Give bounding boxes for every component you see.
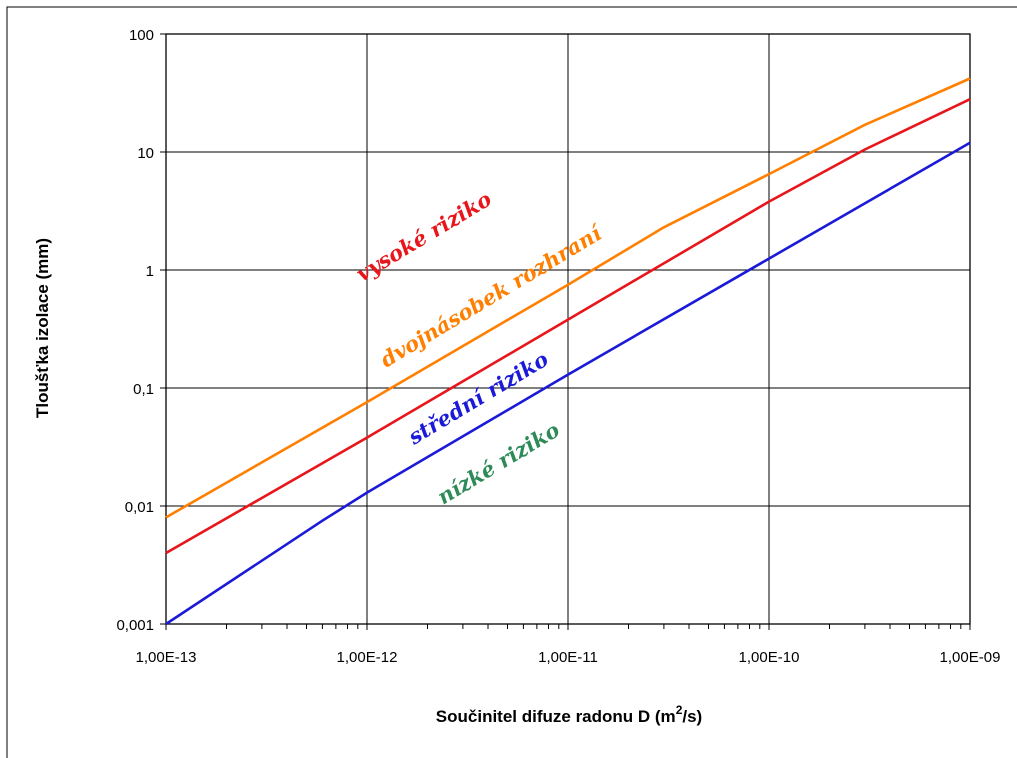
y-tick-label: 0,01 <box>125 499 154 516</box>
x-tick-label: 1,00E-09 <box>940 649 1001 666</box>
y-axis-ticks: 0,001 0,01 0,1 1 10 100 <box>116 27 166 634</box>
y-tick-label: 1 <box>146 263 154 280</box>
x-axis-title: Součinitel difuze radonu D (m2/s) <box>436 703 702 726</box>
series-lines <box>165 77 971 626</box>
x-axis-ticks: 1,00E-13 1,00E-12 1,00E-11 1,00E-10 1,00E-09 <box>136 624 1001 666</box>
series-line-0 <box>165 77 971 519</box>
y-tick-label: 0,1 <box>133 381 154 398</box>
x-tick-label: 1,00E-11 <box>538 649 598 666</box>
y-tick-label: 10 <box>137 145 154 162</box>
y-tick-label: 0,001 <box>116 617 154 634</box>
x-tick-label: 1,00E-12 <box>337 649 398 666</box>
x-tick-label: 1,00E-13 <box>136 649 197 666</box>
series-line-1 <box>165 98 971 555</box>
x-tick-label: 1,00E-10 <box>739 649 800 666</box>
y-tick-label: 100 <box>129 27 154 44</box>
series-line-2 <box>165 141 971 626</box>
y-axis-title: Tloušťka izolace (mm) <box>33 238 52 418</box>
